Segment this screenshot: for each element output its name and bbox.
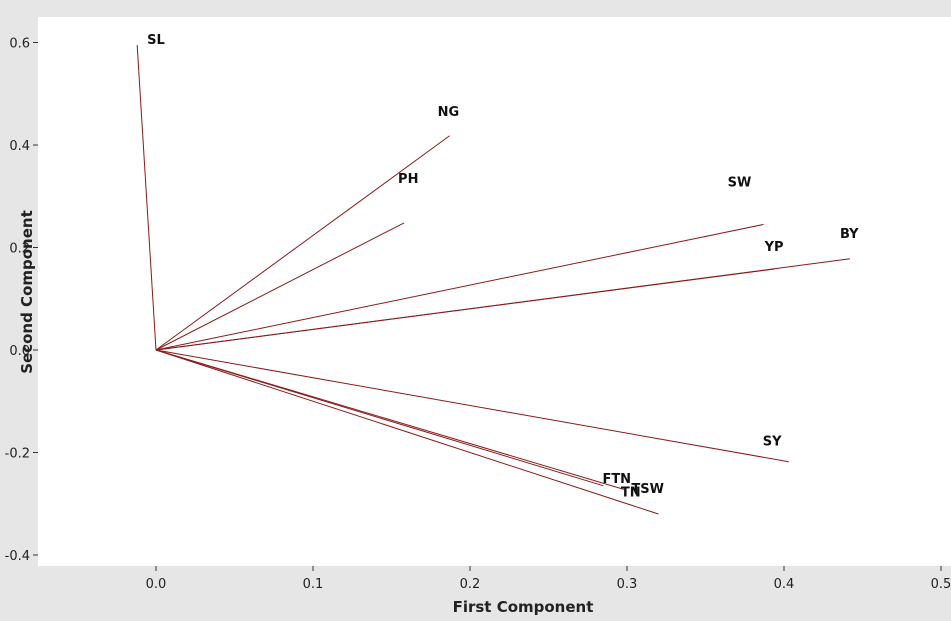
vector-label-sl: SL xyxy=(147,33,165,48)
vector-line-by xyxy=(155,258,851,351)
y-axis-title: Second Component xyxy=(18,210,36,374)
x-tick-label: 0.5 xyxy=(931,577,951,592)
y-tick-label: -0.4 xyxy=(5,549,30,564)
x-axis: 0.0 0.1 0.2 0.3 0.4 0.5 xyxy=(146,566,951,592)
x-tick-label: 0.1 xyxy=(303,577,324,592)
vector-label-ph: PH xyxy=(398,172,418,187)
vector-line-sw xyxy=(155,223,764,351)
vector-label-sy: SY xyxy=(763,435,782,450)
x-tick-label: 0.2 xyxy=(460,577,481,592)
x-axis-title: First Component xyxy=(453,598,594,616)
plot-area xyxy=(38,17,951,566)
y-tick-label: 0.6 xyxy=(9,37,30,52)
vector-line-tsw xyxy=(155,349,659,515)
vector-line-sy xyxy=(155,349,789,463)
y-tick-label: 0.0 xyxy=(9,344,30,359)
y-tick-label: 0.2 xyxy=(9,242,30,257)
vector-label-yp: YP xyxy=(764,240,784,255)
vector-label-tn: TN xyxy=(621,485,641,500)
vector-label-sw: SW xyxy=(728,175,752,190)
vector-line-sl xyxy=(136,45,157,351)
x-tick-label: 0.3 xyxy=(617,577,638,592)
y-axis: 0.6 0.4 0.2 0.0 -0.2 -0.4 xyxy=(5,37,38,564)
vector-label-tsw: TSW xyxy=(631,482,664,497)
y-tick-label: -0.2 xyxy=(5,447,30,462)
y-tick-label: 0.4 xyxy=(9,139,30,154)
vector-label-by: BY xyxy=(840,227,859,242)
vector-line-ng xyxy=(155,135,450,351)
vector-line-ph xyxy=(155,222,405,351)
x-tick-label: 0.0 xyxy=(146,577,167,592)
vector-line-tn xyxy=(155,349,625,490)
x-tick-label: 0.4 xyxy=(774,577,795,592)
vector-label-ftn: FTN xyxy=(602,472,631,487)
vector-label-ng: NG xyxy=(438,105,460,120)
